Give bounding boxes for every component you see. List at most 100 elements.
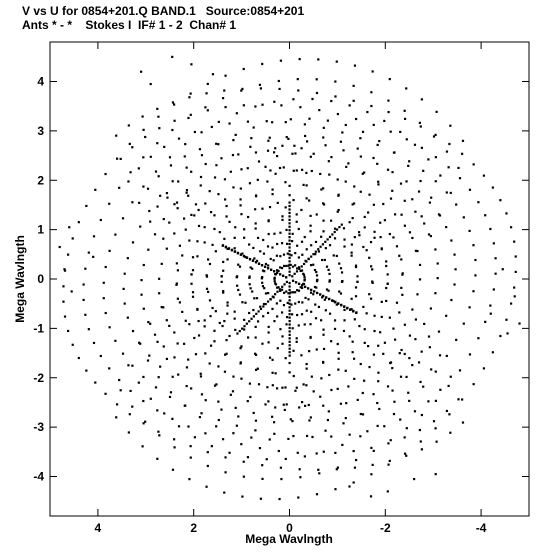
uv-point [359,435,362,438]
uv-point [206,109,209,112]
uv-point [326,119,329,122]
uv-point [288,208,291,211]
uv-point [385,260,388,263]
uv-point [254,222,257,225]
uv-point [332,254,335,257]
uv-point [419,440,422,443]
uv-point [434,156,437,159]
uv-point [276,286,279,289]
uv-point [445,354,448,358]
uv-point [306,287,310,290]
uv-point [317,250,321,253]
uv-point [243,236,246,239]
uv-point [372,203,376,206]
uv-point [269,298,272,301]
uv-point [331,299,334,302]
uv-point [423,322,426,326]
uv-point [278,497,281,501]
uv-point [199,375,203,378]
uv-point [288,302,291,305]
uv-point [142,128,145,131]
uv-point [291,152,294,155]
uv-point [140,70,143,73]
uv-point [92,341,96,345]
uv-point [254,105,257,108]
uv-point [340,304,343,307]
uv-point [305,140,309,143]
uv-point [250,137,253,140]
uv-point [259,250,262,253]
uv-point [137,381,140,384]
uv-point [259,305,262,308]
uv-point [291,291,295,294]
uv-point [58,245,61,249]
uv-point [291,240,294,243]
uv-point [223,370,227,373]
uv-point [230,248,234,251]
uv-point [359,412,362,416]
uv-point [242,460,245,463]
uv-point [435,440,438,443]
uv-point [288,225,291,228]
uv-point [336,342,339,346]
uv-point [296,289,299,292]
uv-point [156,107,159,110]
uv-point [85,369,88,372]
uv-point [296,313,299,317]
uv-point [289,118,292,121]
uv-point [337,194,340,197]
uv-point [434,292,437,295]
uv-point [328,173,331,176]
uv-point [248,283,251,286]
uv-point [168,221,171,224]
uv-point [127,180,130,183]
uv-point [291,313,294,316]
uv-point [292,374,295,378]
uv-point [477,201,480,204]
uv-point [175,282,178,285]
uv-point [352,99,355,102]
uv-point [173,103,176,106]
y-tick-label: 1 [37,223,44,237]
uv-point [432,135,436,138]
uv-point [274,406,277,409]
uv-point [310,310,313,313]
uv-point [329,219,333,222]
uv-point [378,139,381,143]
uv-point [291,275,294,278]
uv-point [131,405,134,408]
uv-point [336,387,339,390]
uv-point [278,166,282,170]
uv-point [434,399,437,402]
uv-point [399,130,402,133]
uv-point [295,337,298,340]
uv-point [163,412,166,415]
uv-point [194,203,198,206]
uv-point [328,298,331,301]
uv-point [288,319,291,323]
uv-point [363,171,366,174]
uv-point [262,315,265,318]
uv-point [209,315,212,318]
uv-point [157,175,160,178]
uv-point [291,420,294,423]
uv-point [205,275,209,278]
uv-point [223,319,226,323]
uv-point [262,302,266,306]
uv-point [299,106,302,109]
uv-point [383,219,387,222]
uv-point [315,78,318,81]
uv-point [407,391,410,394]
uv-point [312,253,315,256]
uv-point [313,285,317,289]
uv-point [149,220,152,223]
uv-point [82,283,85,286]
uv-point [380,247,383,250]
uv-point [300,286,304,290]
x-tick-label: -4 [476,521,487,535]
uv-point [312,290,316,293]
uv-point [267,331,270,334]
uv-point [211,243,214,246]
uv-point [158,277,161,280]
uv-point [399,375,403,378]
